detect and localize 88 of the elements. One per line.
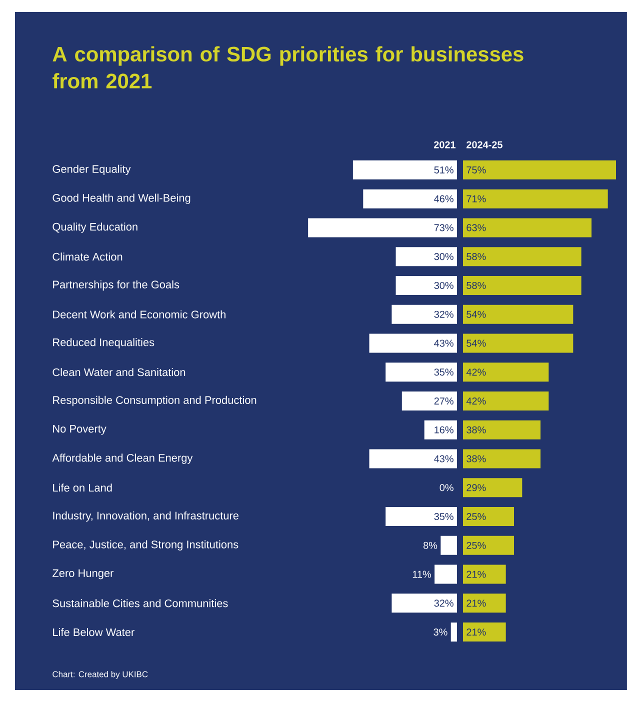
y-tick-label: Good Health and Well-Being <box>52 194 190 204</box>
data-label: 3% <box>434 628 448 636</box>
data-label: 43% <box>434 455 454 462</box>
data-label: 0% <box>440 484 454 492</box>
bar <box>308 218 457 238</box>
data-label: 73% <box>434 224 454 232</box>
data-label: 42% <box>466 397 486 405</box>
data-label: 58% <box>466 282 486 289</box>
data-label: 32% <box>434 310 454 318</box>
data-label: 25% <box>466 542 486 549</box>
bar <box>463 564 506 584</box>
y-tick-label: Affordable and Clean Energy <box>52 454 193 464</box>
bar <box>463 160 616 180</box>
bar <box>402 391 457 410</box>
data-label: 46% <box>434 195 454 202</box>
y-tick-label: Climate Action <box>52 252 122 261</box>
bar <box>463 420 541 440</box>
data-label: 32% <box>434 600 454 607</box>
bar <box>386 507 457 526</box>
data-label: 21% <box>466 570 486 578</box>
y-tick-label: Life Below Water <box>53 628 134 636</box>
y-tick-label: Decent Work and Economic Growth <box>53 310 226 318</box>
bar <box>369 449 457 468</box>
data-label: 16% <box>434 426 454 434</box>
data-label: 30% <box>434 282 454 289</box>
chart-title: A comparison of SDG priorities for businesses from 2021 <box>52 46 524 88</box>
data-label: 43% <box>434 340 454 347</box>
y-tick-label: Gender Equality <box>52 164 131 176</box>
bar <box>363 189 457 208</box>
data-label: 25% <box>466 513 486 520</box>
data-label: 42% <box>466 368 486 376</box>
data-label: 27% <box>434 397 454 405</box>
series-label: 2021 <box>434 141 456 148</box>
y-tick-label: Quality Education <box>52 222 138 233</box>
y-tick-label: Peace, Justice, and Strong Institutions <box>53 540 238 551</box>
y-tick-label: No Poverty <box>53 424 106 435</box>
data-label: 35% <box>434 368 454 376</box>
bar <box>463 218 592 238</box>
data-label: 54% <box>466 310 486 318</box>
data-label: 75% <box>466 166 486 174</box>
bar <box>369 334 457 353</box>
series-label: 2024-25 <box>466 141 502 148</box>
bar <box>463 449 541 468</box>
bar <box>463 391 549 410</box>
data-label: 30% <box>434 253 454 260</box>
bar <box>440 536 457 555</box>
y-tick-label: Partnerships for the Goals <box>53 280 180 291</box>
bar <box>463 276 582 295</box>
y-tick-label: Life on Land <box>53 484 112 492</box>
data-label: 38% <box>466 426 486 434</box>
bar <box>463 536 514 555</box>
y-tick-label: Reduced Inequalities <box>53 338 154 348</box>
y-tick-label: Clean Water and Sanitation <box>52 368 186 376</box>
y-tick-label: Zero Hunger <box>52 569 114 580</box>
bar <box>392 304 457 324</box>
bar <box>463 304 574 324</box>
y-tick-label: Industry, Innovation, and Infrastructure <box>53 511 239 522</box>
data-label: 63% <box>466 224 486 232</box>
bar <box>392 594 457 613</box>
data-label: 21% <box>466 628 486 636</box>
bar <box>463 478 522 498</box>
data-label: 11% <box>412 570 432 578</box>
data-label: 38% <box>466 455 486 462</box>
data-label: 29% <box>466 484 486 492</box>
bar <box>463 362 549 382</box>
data-label: 71% <box>466 195 486 202</box>
bar <box>450 622 457 642</box>
data-label: 54% <box>466 340 486 347</box>
data-label: 8% <box>424 542 438 549</box>
bar <box>396 276 457 295</box>
bar <box>424 420 457 440</box>
bar <box>463 189 608 208</box>
bar <box>386 362 457 382</box>
bar <box>463 507 514 526</box>
bar <box>463 334 574 353</box>
bar <box>352 160 457 180</box>
bar <box>463 594 506 613</box>
text: Chart: Created by UKIBC <box>52 671 148 679</box>
data-label: 51% <box>434 166 454 174</box>
y-tick-label: Sustainable Cities and Communities <box>52 599 228 608</box>
data-label: 58% <box>466 253 486 260</box>
bar <box>434 564 457 584</box>
bar <box>463 622 506 642</box>
bar <box>396 247 457 266</box>
data-label: 21% <box>466 600 486 607</box>
data-label: 35% <box>434 513 454 520</box>
bar <box>463 247 582 266</box>
y-tick-label: Responsible Consumption and Production <box>53 396 256 406</box>
